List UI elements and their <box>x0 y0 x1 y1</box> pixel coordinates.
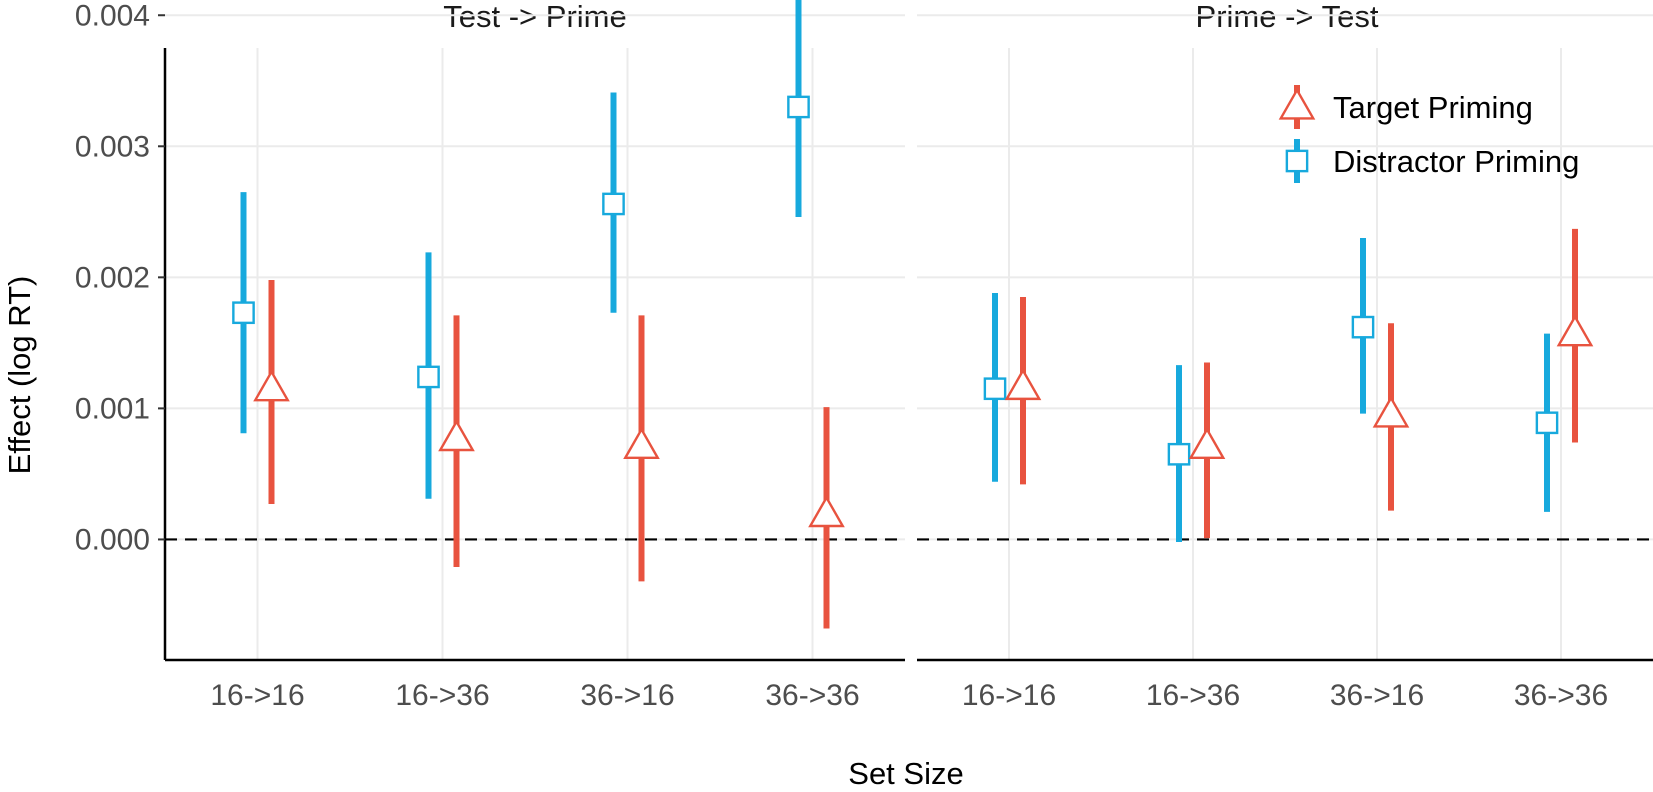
y-tick-label: 0.003 <box>75 130 150 163</box>
x-tick-label: 16->16 <box>962 679 1056 712</box>
y-tick-label: 0.002 <box>75 261 150 294</box>
data-marks <box>232 0 845 629</box>
axes <box>163 48 1653 662</box>
distractor-priming-point <box>1535 411 1559 435</box>
legend: Target Priming Distractor Priming <box>1278 85 1579 183</box>
distractor-priming-point <box>1167 442 1191 466</box>
y-tick-label: 0.000 <box>75 523 150 556</box>
grid-lines <box>165 14 905 660</box>
target-priming-point <box>808 495 845 528</box>
distractor-priming-point <box>1351 315 1375 339</box>
target-priming-point <box>1004 368 1042 401</box>
distractor-priming-point <box>787 95 810 119</box>
x-tick-label: 16->36 <box>1146 679 1240 712</box>
target-priming-point <box>623 427 660 460</box>
panel-prime-test: Prime -> Test 16->16 16->36 36->16 36->36 <box>917 0 1653 712</box>
x-tick-labels: 16->16 16->36 36->16 36->36 <box>210 679 859 712</box>
data-marks <box>983 228 1594 543</box>
target-priming-point <box>438 419 475 452</box>
panel-test-prime: Test -> Prime 16->16 16->36 36->16 36->36 <box>165 0 905 712</box>
x-tick-label: 36->16 <box>580 679 674 712</box>
target-priming-point <box>1556 314 1594 347</box>
target-priming-point <box>1372 395 1410 428</box>
x-tick-label: 16->36 <box>395 679 489 712</box>
x-tick-label: 36->36 <box>765 679 859 712</box>
panel-title-test-prime: Test -> Prime <box>443 0 626 34</box>
x-tick-label: 16->16 <box>210 679 304 712</box>
y-axis-title: Effect (log RT) <box>2 276 37 475</box>
y-tick-label: 0.001 <box>75 392 150 425</box>
x-tick-label: 36->36 <box>1514 679 1608 712</box>
x-tick-labels: 16->16 16->36 36->16 36->36 <box>962 679 1608 712</box>
distractor-priming-point <box>983 377 1007 401</box>
distractor-priming-point <box>232 301 255 325</box>
distractor-priming-point <box>602 192 625 216</box>
distractor-priming-point <box>417 365 440 389</box>
legend-triangle-icon <box>1278 87 1316 120</box>
y-tick-labels: 0.000 0.001 0.002 0.003 0.004 <box>75 0 165 556</box>
panel-title-prime-test: Prime -> Test <box>1196 0 1379 34</box>
target-priming-point <box>1188 427 1226 460</box>
x-axis-title: Set Size <box>848 756 963 791</box>
y-tick-label: 0.004 <box>75 0 150 32</box>
legend-square-icon <box>1285 149 1309 173</box>
legend-label: Target Priming <box>1333 90 1533 125</box>
target-priming-point <box>253 369 290 402</box>
x-tick-label: 36->16 <box>1330 679 1424 712</box>
legend-label: Distractor Priming <box>1333 144 1579 179</box>
